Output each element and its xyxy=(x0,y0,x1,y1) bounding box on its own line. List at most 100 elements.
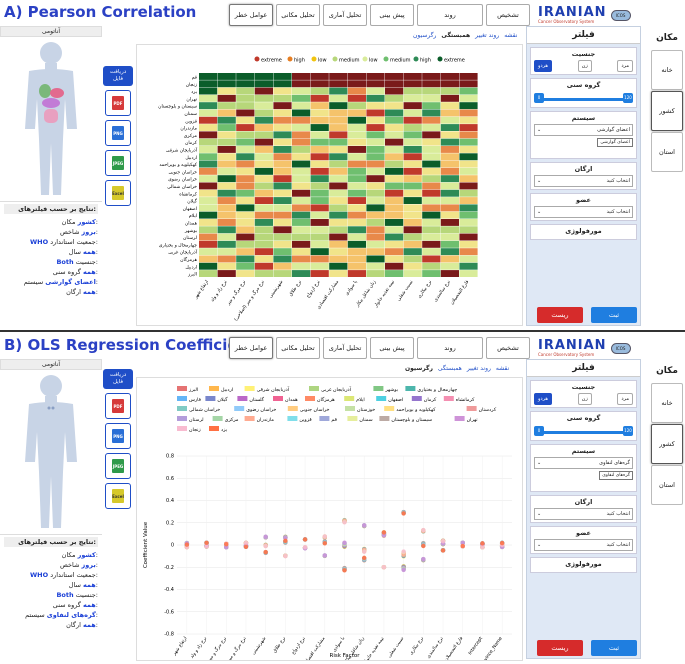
heatmap-cell[interactable] xyxy=(217,204,236,212)
heatmap-cell[interactable] xyxy=(310,270,329,277)
subtab-regression[interactable]: رگرسیون xyxy=(413,32,437,39)
heatmap-cell[interactable] xyxy=(366,233,385,241)
heatmap-cell[interactable] xyxy=(329,80,348,88)
anatomy-figure[interactable] xyxy=(11,372,91,532)
heatmap-cell[interactable] xyxy=(217,94,236,102)
heatmap-cell[interactable] xyxy=(217,189,236,197)
heatmap-cell[interactable] xyxy=(440,80,459,88)
scatter-point[interactable] xyxy=(440,548,446,553)
scatter-legend-swatch[interactable] xyxy=(376,396,387,401)
heatmap-cell[interactable] xyxy=(254,124,273,131)
heatmap-cell[interactable] xyxy=(403,197,422,204)
heatmap-cell[interactable] xyxy=(385,116,404,124)
heatmap-cell[interactable] xyxy=(329,248,348,256)
heatmap-cell[interactable] xyxy=(459,94,478,102)
heatmap-cell[interactable] xyxy=(254,116,273,124)
age-max-handle[interactable]: 120 xyxy=(623,93,633,103)
heatmap-cell[interactable] xyxy=(385,167,404,175)
heatmap-cell[interactable] xyxy=(273,109,292,117)
heatmap-cell[interactable] xyxy=(459,131,478,139)
heatmap-cell[interactable] xyxy=(273,160,292,168)
export-excel-button[interactable]: Excel xyxy=(105,483,131,509)
heatmap-cell[interactable] xyxy=(329,146,348,153)
heatmap-cell[interactable] xyxy=(199,270,218,277)
heatmap-cell[interactable] xyxy=(199,87,218,95)
heatmap-cell[interactable] xyxy=(217,182,236,190)
heatmap-cell[interactable] xyxy=(422,262,441,270)
heatmap-cell[interactable] xyxy=(385,94,404,102)
heatmap-cell[interactable] xyxy=(385,131,404,139)
heatmap-cell[interactable] xyxy=(310,131,329,139)
heatmap-cell[interactable] xyxy=(292,109,311,117)
heatmap-cell[interactable] xyxy=(440,219,459,226)
heatmap-cell[interactable] xyxy=(403,102,422,110)
heatmap-cell[interactable] xyxy=(329,255,348,263)
scatter-point[interactable] xyxy=(243,540,249,546)
heatmap-cell[interactable] xyxy=(273,226,292,234)
heatmap-cell[interactable] xyxy=(217,167,236,175)
heatmap-cell[interactable] xyxy=(292,80,311,88)
heatmap-cell[interactable] xyxy=(236,189,255,197)
heatmap-cell[interactable] xyxy=(236,211,255,219)
scatter-legend-swatch[interactable] xyxy=(454,416,465,421)
scatter-legend-swatch[interactable] xyxy=(287,416,298,421)
heatmap-cell[interactable] xyxy=(366,146,385,153)
heatmap-cell[interactable] xyxy=(217,240,236,248)
heatmap-cell[interactable] xyxy=(385,102,404,110)
correlation-heatmap[interactable]: extreme high low medium low medium high extreme… xyxy=(137,45,522,325)
heatmap-cell[interactable] xyxy=(199,94,218,102)
heatmap-cell[interactable] xyxy=(236,124,255,131)
heatmap-cell[interactable] xyxy=(199,204,218,212)
heatmap-cell[interactable] xyxy=(199,153,218,161)
heatmap-cell[interactable] xyxy=(459,255,478,263)
scatter-legend-swatch[interactable] xyxy=(405,386,416,391)
heatmap-cell[interactable] xyxy=(459,146,478,153)
age-min-handle[interactable]: 0 xyxy=(534,93,544,103)
heatmap-cell[interactable] xyxy=(459,124,478,131)
scatter-legend-swatch[interactable] xyxy=(309,386,319,391)
heatmap-cell[interactable] xyxy=(422,219,441,226)
heatmap-cell[interactable] xyxy=(385,87,404,95)
heatmap-cell[interactable] xyxy=(292,160,311,168)
scatter-point[interactable] xyxy=(362,555,367,561)
heatmap-cell[interactable] xyxy=(366,116,385,124)
heatmap-cell[interactable] xyxy=(236,182,255,190)
scatter-legend-swatch[interactable] xyxy=(273,396,283,401)
heatmap-cell[interactable] xyxy=(292,73,311,80)
heatmap-cell[interactable] xyxy=(273,270,292,277)
heatmap-cell[interactable] xyxy=(385,262,404,270)
heatmap-cell[interactable] xyxy=(292,102,311,110)
heatmap-cell[interactable] xyxy=(310,80,329,88)
heatmap-cell[interactable] xyxy=(217,226,236,234)
heatmap-cell[interactable] xyxy=(292,255,311,263)
heatmap-cell[interactable] xyxy=(385,189,404,197)
heatmap-cell[interactable] xyxy=(459,167,478,175)
heatmap-cell[interactable] xyxy=(292,131,311,139)
scatter-legend-swatch[interactable] xyxy=(177,396,187,401)
heatmap-cell[interactable] xyxy=(292,87,311,95)
heatmap-cell[interactable] xyxy=(329,87,348,95)
heatmap-cell[interactable] xyxy=(385,153,404,161)
heatmap-cell[interactable] xyxy=(459,189,478,197)
heatmap-cell[interactable] xyxy=(347,248,366,256)
heatmap-cell[interactable] xyxy=(217,270,236,277)
heatmap-cell[interactable] xyxy=(217,146,236,153)
heatmap-cell[interactable] xyxy=(273,211,292,219)
scatter-point[interactable] xyxy=(224,545,229,550)
tab-statistical[interactable]: تحلیل آماری xyxy=(323,337,367,359)
heatmap-cell[interactable] xyxy=(217,197,236,204)
heatmap-cell[interactable] xyxy=(385,160,404,168)
heatmap-cell[interactable] xyxy=(329,189,348,197)
scatter-point[interactable] xyxy=(381,530,387,535)
member-select[interactable]: ⌄ انتخاب کنید xyxy=(534,206,633,218)
heatmap-cell[interactable] xyxy=(254,87,273,95)
age-slider[interactable]: 0 120 xyxy=(534,91,633,105)
heatmap-cell[interactable] xyxy=(385,226,404,234)
heatmap-cell[interactable] xyxy=(347,138,366,146)
heatmap-cell[interactable] xyxy=(385,80,404,88)
tab-risk-factors[interactable]: عوامل خطر xyxy=(229,337,273,359)
apply-button[interactable]: ثبت xyxy=(591,307,637,323)
heatmap-cell[interactable] xyxy=(310,160,329,168)
tab-spatial[interactable]: تحلیل مکانی xyxy=(276,337,320,359)
heatmap-cell[interactable] xyxy=(273,255,292,263)
